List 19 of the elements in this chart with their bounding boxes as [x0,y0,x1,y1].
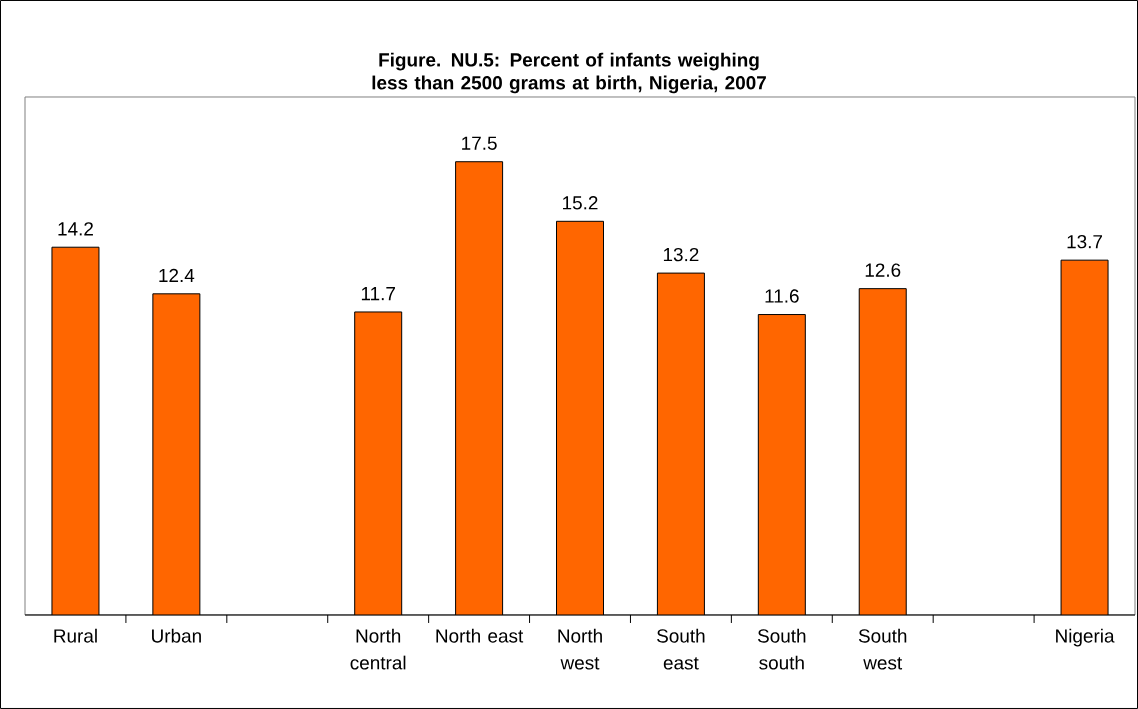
data-label: 13.2 [663,247,699,262]
x-tick-label: Urban [152,628,201,643]
data-label: 14.2 [58,222,93,236]
x-tick-label: North east [436,628,524,643]
data-label: 12.6 [865,263,901,277]
data-label: 12.4 [159,268,195,282]
x-tick-label: Nigeria [1056,628,1115,647]
data-label: 17.5 [462,136,497,150]
x-tick-label: South west [858,628,907,670]
x-tick-label: Rural [54,628,97,643]
x-tick-label: South south [757,628,806,670]
chart-title: Figure. NU.5: Percent of infants weighing less than 2500 grams at birth, Nigeria, 2007 [372,52,766,94]
x-tick-label: North central [350,628,406,670]
data-label: 11.6 [765,289,799,303]
x-tick-label: North west [558,628,602,670]
data-label: 11.7 [361,287,395,301]
x-tick-label: South east [657,628,705,670]
data-label: 13.7 [1067,234,1103,249]
data-label: 15.2 [563,196,598,210]
